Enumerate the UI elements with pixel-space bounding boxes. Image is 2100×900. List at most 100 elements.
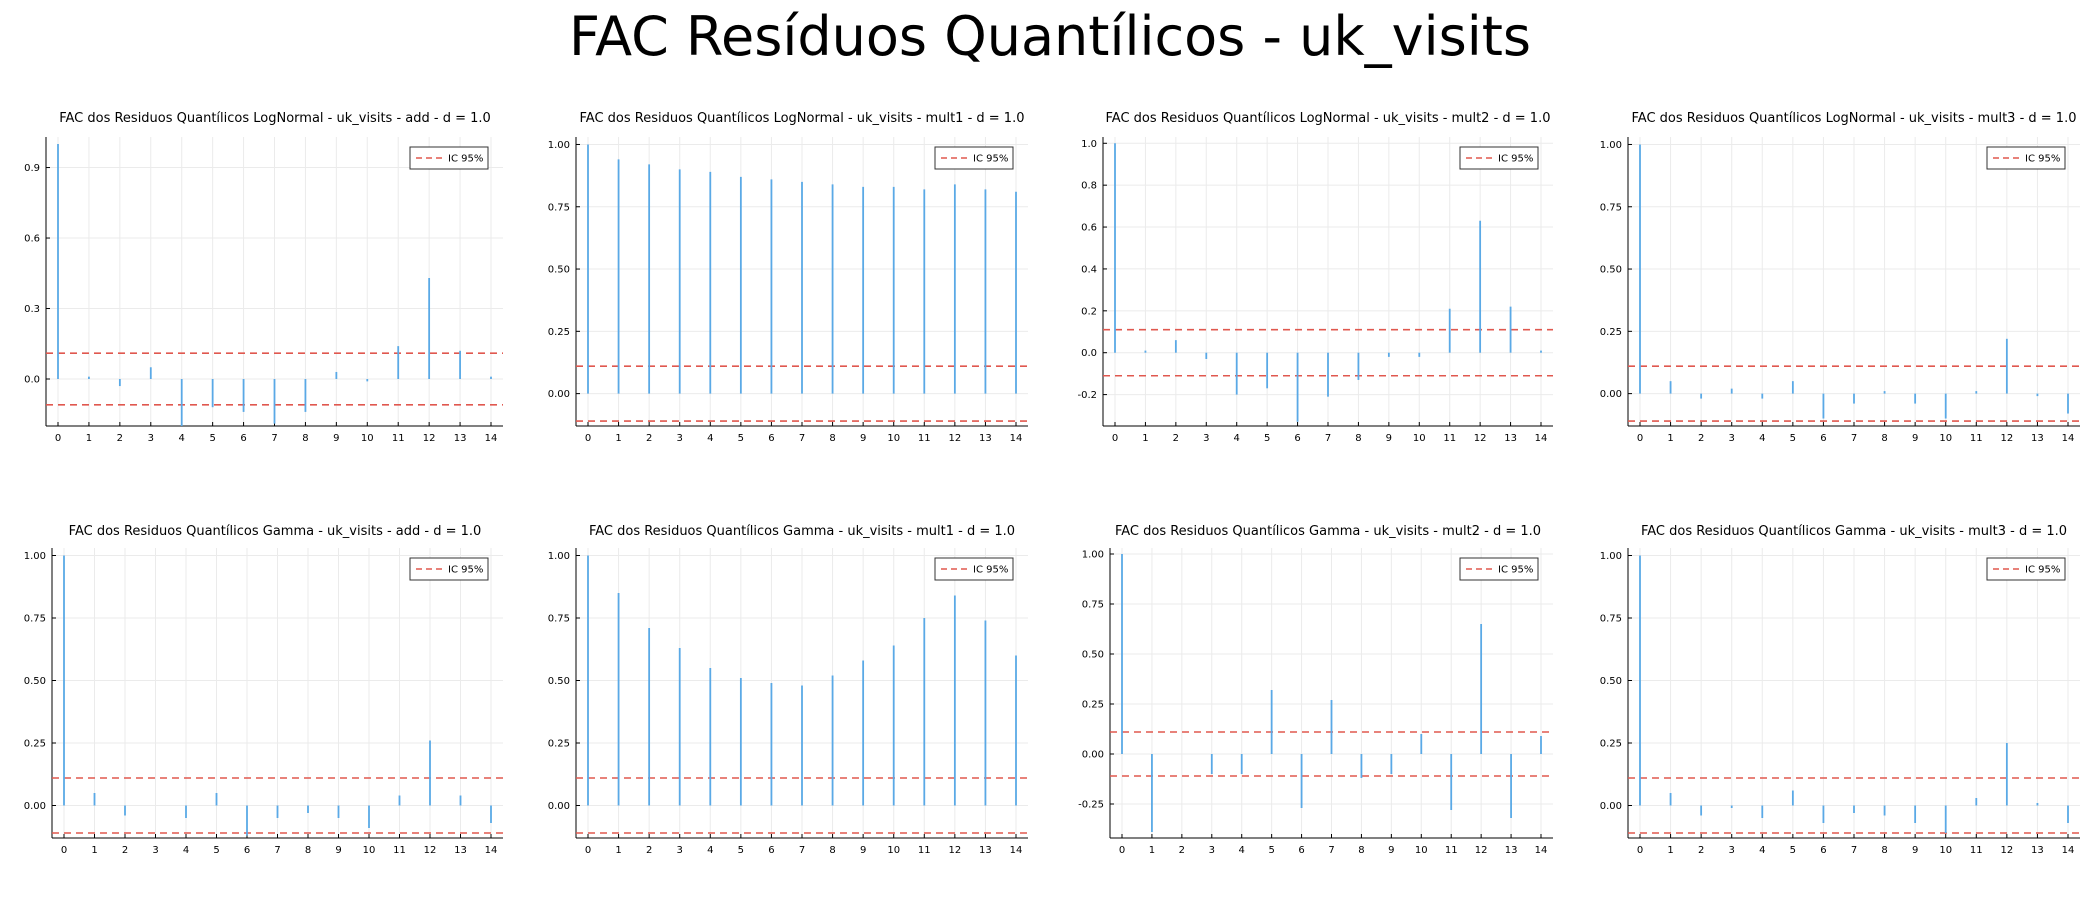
y-tick-label: 0.00 (24, 801, 46, 812)
legend-box (1986, 557, 2066, 581)
y-tick-label: 0.75 (1600, 202, 1622, 213)
x-tick-label: 14 (2062, 433, 2075, 444)
x-tick-label: 4 (179, 433, 185, 444)
x-tick-label: 13 (454, 845, 467, 856)
panel-title: FAC dos Residuos Quantílicos Gamma - uk_… (589, 524, 1015, 539)
y-tick-label: 0.50 (548, 676, 570, 687)
x-tick-label: 0 (1637, 433, 1643, 444)
legend-box (1459, 557, 1539, 581)
x-tick-label: 10 (1415, 845, 1428, 856)
x-tick-label: 10 (363, 845, 376, 856)
x-tick-label: 2 (117, 433, 123, 444)
x-tick-label: 11 (393, 845, 406, 856)
x-tick-label: 3 (677, 433, 683, 444)
x-tick-label: 2 (646, 845, 652, 856)
y-tick-label: 0.25 (548, 739, 570, 750)
x-tick-label: 8 (305, 845, 311, 856)
acf-panel-4: FAC dos Residuos Quantílicos Gamma - uk_… (24, 524, 503, 856)
x-tick-label: 7 (799, 433, 805, 444)
x-tick-label: 9 (860, 433, 866, 444)
y-tick-label: 0.00 (1600, 801, 1622, 812)
x-tick-label: 4 (183, 845, 189, 856)
legend-box (409, 557, 489, 581)
y-tick-label: 1.00 (1082, 550, 1104, 561)
legend-box (1986, 146, 2066, 170)
x-tick-label: 7 (1851, 845, 1857, 856)
panel-title: FAC dos Residuos Quantílicos Gamma - uk_… (1641, 524, 2067, 539)
x-tick-label: 11 (1443, 433, 1456, 444)
x-tick-label: 11 (918, 845, 931, 856)
y-tick-label: 0.8 (1081, 181, 1097, 192)
x-tick-label: 9 (1386, 433, 1392, 444)
x-tick-label: 8 (302, 433, 308, 444)
acf-panel-3: FAC dos Residuos Quantílicos LogNormal -… (1600, 111, 2080, 444)
x-tick-label: 10 (361, 433, 374, 444)
x-tick-label: 1 (1149, 845, 1155, 856)
y-tick-label: 0.2 (1081, 306, 1097, 317)
x-tick-label: 12 (423, 433, 436, 444)
acf-panel-1: FAC dos Residuos Quantílicos LogNormal -… (548, 111, 1028, 444)
x-tick-label: 11 (1445, 845, 1458, 856)
y-tick-label: 1.00 (1600, 551, 1622, 562)
x-tick-label: 8 (1355, 433, 1361, 444)
panel-title: FAC dos Residuos Quantílicos LogNormal -… (1632, 111, 2077, 126)
x-tick-label: 14 (1535, 845, 1548, 856)
y-tick-label: 0.6 (1081, 223, 1097, 234)
y-tick-label: -0.25 (1078, 800, 1104, 811)
x-tick-label: 5 (1790, 433, 1796, 444)
x-tick-label: 4 (707, 433, 713, 444)
y-tick-label: 0.75 (548, 614, 570, 625)
x-tick-label: 5 (1790, 845, 1796, 856)
x-tick-label: 7 (1325, 433, 1331, 444)
y-tick-label: 0.0 (24, 375, 40, 386)
x-tick-label: 5 (738, 845, 744, 856)
x-tick-label: 12 (2000, 845, 2013, 856)
x-tick-label: 6 (1294, 433, 1300, 444)
y-tick-label: 0.75 (1600, 614, 1622, 625)
y-tick-label: 0.50 (24, 676, 46, 687)
x-tick-label: 14 (2062, 845, 2075, 856)
acf-panel-7: FAC dos Residuos Quantílicos Gamma - uk_… (1600, 524, 2080, 856)
legend-label: IC 95% (973, 154, 1008, 165)
legend-box (1459, 146, 1539, 170)
x-tick-label: 12 (424, 845, 437, 856)
x-tick-label: 0 (585, 845, 591, 856)
y-tick-label: 0.25 (1600, 327, 1622, 338)
acf-panel-6: FAC dos Residuos Quantílicos Gamma - uk_… (1078, 524, 1553, 856)
x-tick-label: 6 (1298, 845, 1304, 856)
x-tick-label: 4 (707, 845, 713, 856)
x-tick-label: 5 (213, 845, 219, 856)
y-tick-label: 0.25 (548, 327, 570, 338)
y-tick-label: 0.00 (1082, 750, 1104, 761)
y-tick-label: 1.00 (548, 140, 570, 151)
x-tick-label: 5 (738, 433, 744, 444)
x-tick-label: 8 (1881, 845, 1887, 856)
y-tick-label: 0.25 (1082, 700, 1104, 711)
x-tick-label: 13 (979, 845, 992, 856)
legend-label: IC 95% (1498, 154, 1533, 165)
x-tick-label: 14 (485, 433, 498, 444)
legend-box (409, 146, 489, 170)
x-tick-label: 2 (122, 845, 128, 856)
x-tick-label: 13 (1504, 433, 1517, 444)
x-tick-label: 12 (948, 433, 961, 444)
legend-label: IC 95% (973, 565, 1008, 576)
panel-title: FAC dos Residuos Quantílicos LogNormal -… (59, 111, 491, 126)
x-tick-label: 13 (979, 433, 992, 444)
acf-panel-0: FAC dos Residuos Quantílicos LogNormal -… (24, 111, 503, 444)
legend-label: IC 95% (1498, 565, 1533, 576)
x-tick-label: 0 (61, 845, 67, 856)
x-tick-label: 1 (1667, 433, 1673, 444)
y-tick-label: 0.00 (548, 389, 570, 400)
y-tick-label: 1.0 (1081, 139, 1097, 150)
x-tick-label: 6 (1820, 433, 1826, 444)
x-tick-label: 4 (1759, 433, 1765, 444)
legend-label: IC 95% (448, 154, 483, 165)
y-tick-label: 0.50 (1082, 650, 1104, 661)
y-tick-label: 0.6 (24, 234, 40, 245)
x-tick-label: 11 (1970, 845, 1983, 856)
x-tick-label: 10 (1413, 433, 1426, 444)
y-tick-label: 0.9 (24, 163, 40, 174)
x-tick-label: 8 (829, 433, 835, 444)
x-tick-label: 1 (91, 845, 97, 856)
